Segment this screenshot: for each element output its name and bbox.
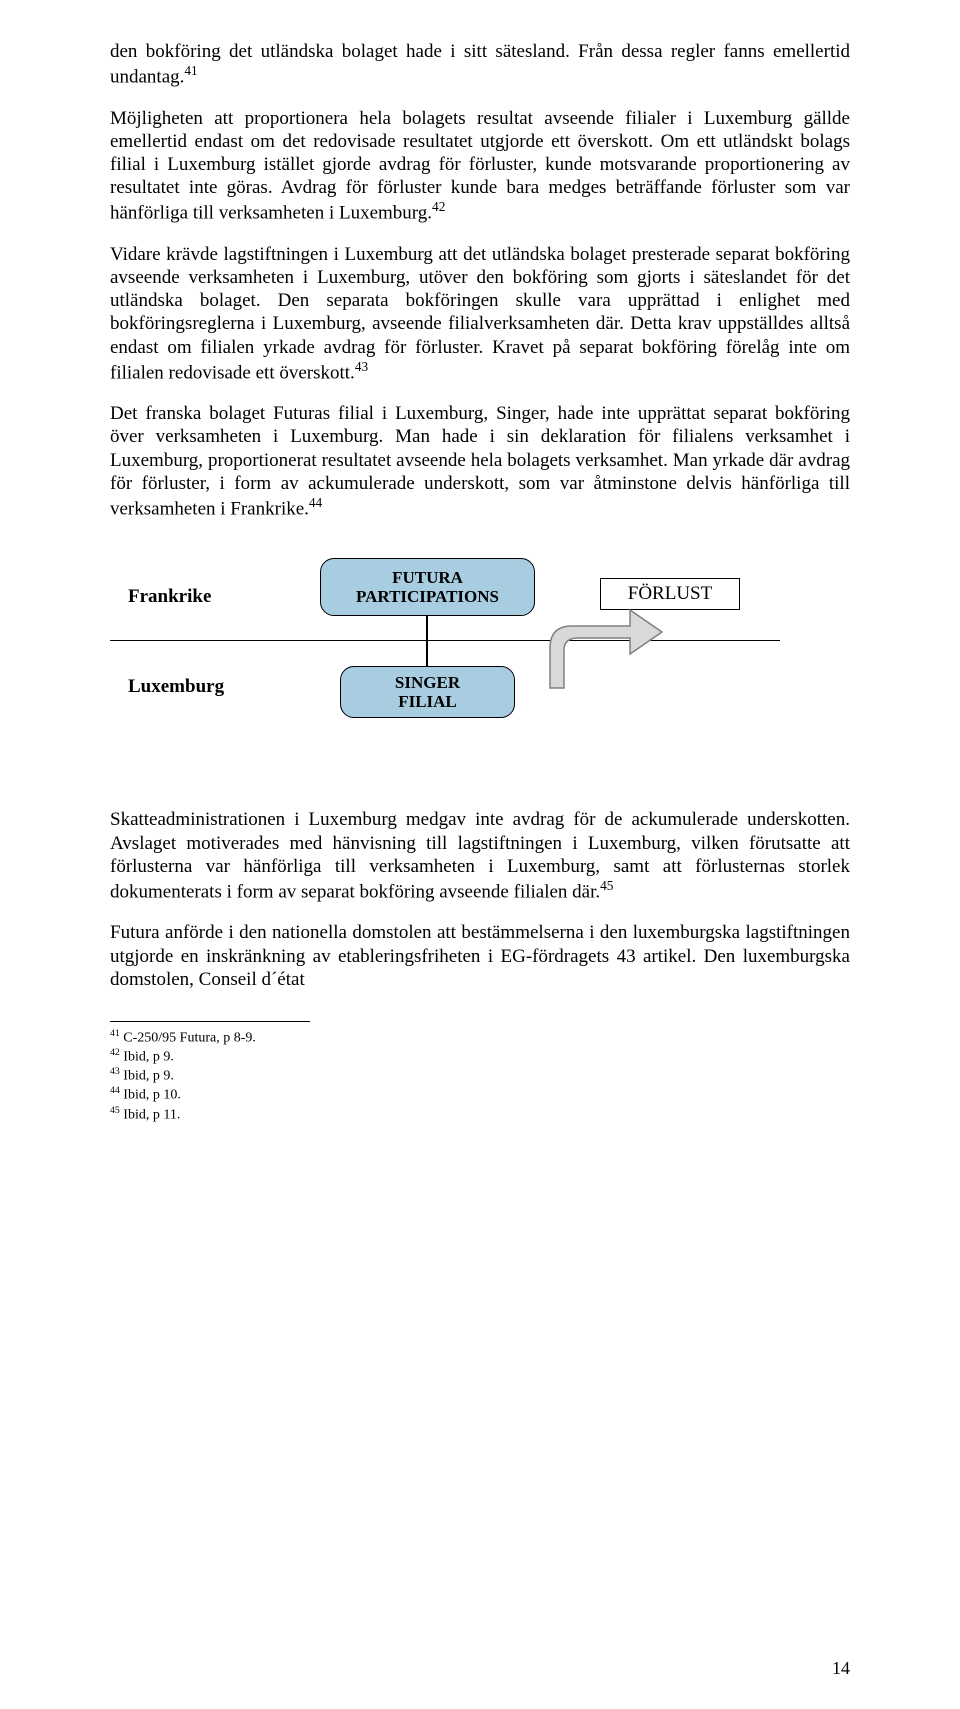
footnote-41-num: 41 [110,1028,120,1039]
footnote-ref-41: 41 [184,63,197,78]
footnote-44-text: Ibid, p 10. [123,1088,181,1103]
paragraph-1: den bokföring det utländska bolaget hade… [110,40,850,89]
diagram-connector-line [426,616,428,666]
footnote-42-num: 42 [110,1047,120,1058]
footnote-41-text: C-250/95 Futura, p 8-9. [123,1031,256,1046]
para3-text: Vidare krävde lagstiftningen i Luxemburg… [110,244,850,383]
footnote-44-num: 44 [110,1085,120,1096]
footnote-ref-45: 45 [600,878,613,893]
page-number: 14 [832,1658,850,1679]
paragraph-3: Vidare krävde lagstiftningen i Luxemburg… [110,243,850,384]
para4-text: Det franska bolaget Futuras filial i Lux… [110,403,850,519]
footnote-ref-43: 43 [355,359,368,374]
footnote-42: 42 Ibid, p 9. [110,1047,850,1066]
footnotes-separator [110,1021,310,1022]
footnote-44: 44 Ibid, p 10. [110,1085,850,1104]
diagram-node-futura-label: FUTURA PARTICIPATIONS [356,568,499,607]
footnote-45-text: Ibid, p 11. [123,1107,180,1122]
para2-text: Möjligheten att proportionera hela bolag… [110,108,850,224]
para5-text: Skatteadministrationen i Luxemburg medga… [110,809,850,902]
page: den bokföring det utländska bolaget hade… [0,0,960,1709]
paragraph-5: Skatteadministrationen i Luxemburg medga… [110,808,850,903]
diagram-node-singer: SINGER FILIAL [340,666,515,718]
diagram-arrow-icon [510,578,690,718]
footnote-45: 45 Ibid, p 11. [110,1105,850,1124]
diagram-label-frankrike: Frankrike [128,586,211,608]
footnote-ref-44: 44 [309,495,322,510]
diagram-label-luxemburg: Luxemburg [128,676,224,698]
footnote-43-text: Ibid, p 9. [123,1069,174,1084]
footnote-42-text: Ibid, p 9. [123,1050,174,1065]
footnote-41: 41 C-250/95 Futura, p 8-9. [110,1028,850,1047]
paragraph-4: Det franska bolaget Futuras filial i Lux… [110,402,850,520]
paragraph-2: Möjligheten att proportionera hela bolag… [110,107,850,225]
footnote-ref-42: 42 [432,199,445,214]
para1-text: den bokföring det utländska bolaget hade… [110,41,850,88]
diagram-node-singer-label: SINGER FILIAL [395,673,460,712]
diagram-node-futura: FUTURA PARTICIPATIONS [320,558,535,616]
paragraph-6: Futura anförde i den nationella domstole… [110,921,850,991]
org-diagram: Frankrike Luxemburg FUTURA PARTICIPATION… [110,548,850,768]
footnote-43-num: 43 [110,1066,120,1077]
footnote-45-num: 45 [110,1105,120,1116]
footnote-43: 43 Ibid, p 9. [110,1066,850,1085]
